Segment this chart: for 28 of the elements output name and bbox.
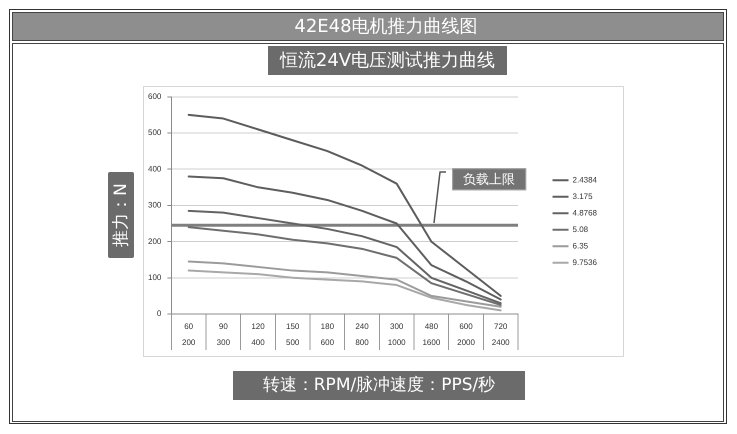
chart-title: 42E48电机推力曲线图 [294, 15, 478, 39]
x-tick-label: 60 200 [182, 322, 196, 348]
chart-subtitle: 恒流24V电压测试推力曲线 [268, 46, 507, 75]
x-tick-label: 150 500 [286, 322, 300, 348]
x-axis-title: 转速：RPM/脉冲速度：PPS/秒 [233, 371, 525, 400]
y-tick-label: 300 [148, 200, 162, 210]
y-tick-label: 200 [148, 236, 162, 246]
x-tick-label: 600 2000 [457, 322, 476, 348]
x-tick-label: 300 1000 [388, 322, 406, 348]
legend-label: 9.7536 [572, 258, 598, 267]
y-tick-label: 100 [148, 273, 162, 282]
x-tick-label: 480 1600 [422, 322, 441, 348]
legend-label: 5.08 [572, 224, 589, 234]
y-axis-title: 推力：N [108, 172, 134, 258]
y-tick-label: 500 [148, 128, 162, 138]
y-tick-label: 0 [156, 309, 162, 318]
legend-label: 4.8768 [572, 208, 598, 218]
ref-line-label: 负载上限 [463, 172, 516, 188]
x-tick-label: 180 600 [320, 322, 335, 348]
y-tick-label: 600 [148, 92, 162, 102]
y-tick-label: 400 [148, 164, 162, 174]
x-tick-label: 720 2400 [492, 322, 510, 348]
x-tick-label: 120 400 [251, 322, 266, 348]
x-tick-label: 240 800 [355, 322, 370, 348]
x-tick-label: 90 300 [216, 322, 231, 348]
legend-label: 3.175 [572, 192, 594, 201]
legend-label: 6.35 [572, 241, 589, 250]
legend-label: 2.4384 [572, 175, 598, 184]
